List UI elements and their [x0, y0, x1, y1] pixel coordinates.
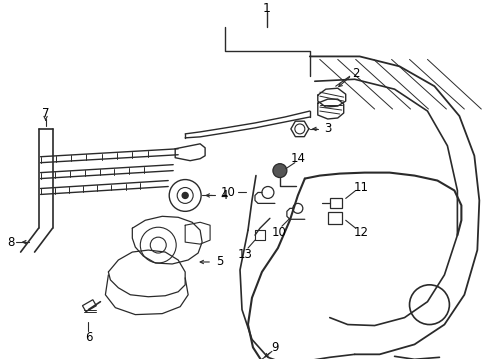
- Text: 7: 7: [42, 107, 49, 120]
- Text: 9: 9: [271, 341, 278, 354]
- Text: 10: 10: [220, 186, 235, 199]
- Bar: [82, 300, 96, 312]
- Bar: [329, 198, 341, 208]
- Bar: [327, 212, 341, 224]
- Text: 4: 4: [220, 189, 227, 202]
- Text: 5: 5: [216, 256, 224, 269]
- Text: 13: 13: [237, 248, 252, 261]
- Text: 6: 6: [84, 331, 92, 344]
- Text: 3: 3: [324, 122, 331, 135]
- Text: 10: 10: [271, 226, 286, 239]
- Text: 14: 14: [290, 152, 305, 165]
- Text: 12: 12: [353, 226, 368, 239]
- Text: 11: 11: [353, 181, 368, 194]
- Circle shape: [272, 164, 286, 177]
- Text: 1: 1: [263, 2, 270, 15]
- Text: 8: 8: [7, 236, 14, 249]
- Circle shape: [182, 193, 188, 198]
- Text: 2: 2: [351, 67, 359, 80]
